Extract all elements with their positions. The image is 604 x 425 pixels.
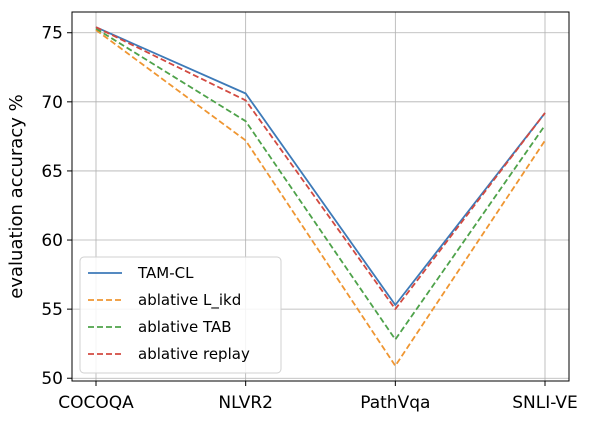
legend: TAM-CL ablative L_ikd ablative TAB ablative…	[79, 256, 282, 374]
legend-box	[79, 256, 282, 374]
legend-label: ablative L_ikd	[138, 291, 241, 310]
y-tick-label: 65	[41, 162, 63, 182]
y-axis-title: evaluation accuracy %	[6, 94, 27, 298]
y-tick-label: 55	[41, 300, 63, 320]
y-tick-label: 70	[41, 93, 63, 113]
legend-label: ablative replay	[138, 345, 250, 363]
x-tick-label: COCOQA	[58, 393, 134, 413]
series-line	[95, 26, 546, 311]
series-line	[95, 26, 546, 306]
axis-ticks: COCOQA NLVR2 PathVqa SNLI-VE 50 55 60 65 70 75	[41, 24, 577, 413]
legend-label: ablative TAB	[138, 318, 232, 336]
y-tick-label: 75	[41, 24, 63, 44]
series-line	[95, 27, 546, 341]
x-tick-label: PathVqa	[360, 393, 430, 413]
y-tick-label: 50	[41, 369, 63, 389]
series-line	[95, 29, 546, 367]
y-tick-label: 60	[41, 231, 63, 251]
x-tick-label: NLVR2	[218, 393, 273, 413]
legend-label: TAM-CL	[137, 264, 194, 282]
x-tick-label: SNLI-VE	[512, 393, 578, 413]
series-lines	[95, 26, 546, 367]
plot-frame	[71, 11, 570, 382]
